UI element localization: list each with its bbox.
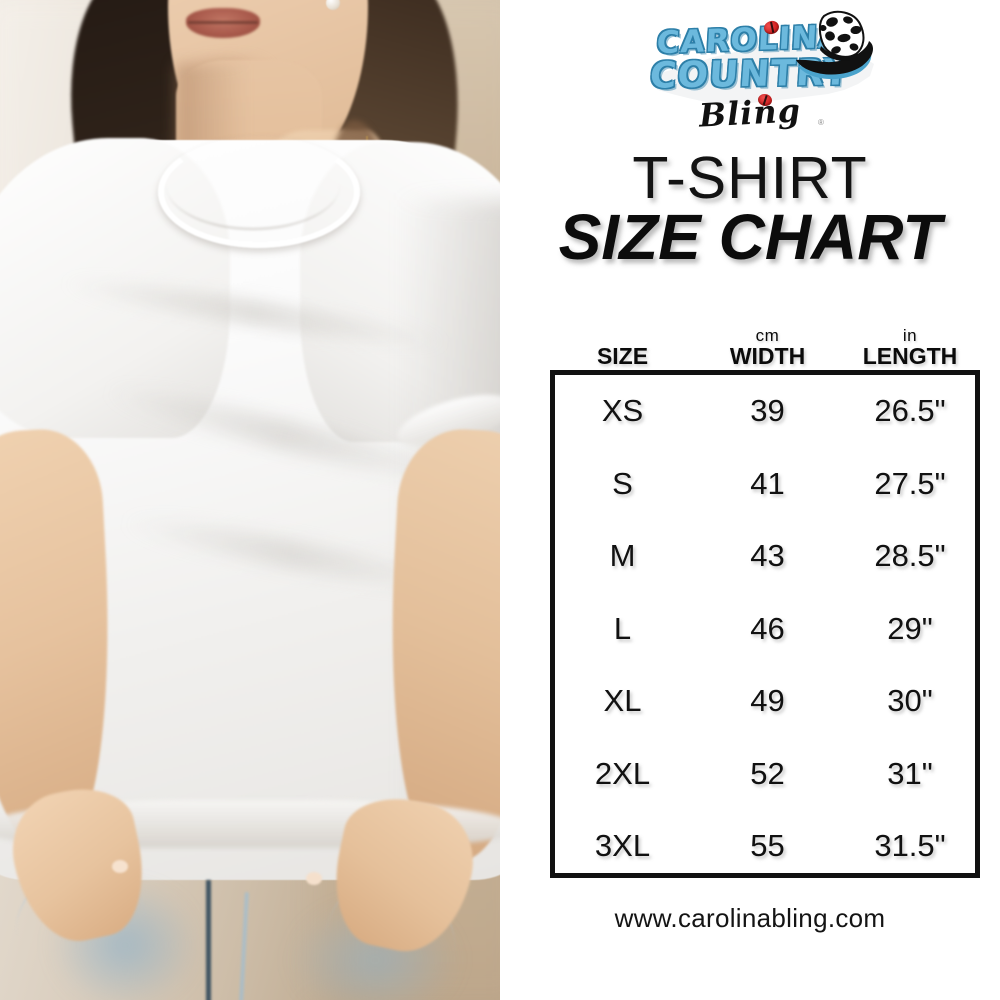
cell-width: 46: [750, 610, 785, 646]
column-unit-length: in: [902, 326, 918, 345]
size-chart-table: SIZE cm WIDTH in LENGTH XS 39 26.5": [550, 318, 980, 878]
product-model-photo: [0, 0, 500, 1000]
table-row: XL 49 30": [555, 665, 975, 738]
table-body-box: XS 39 26.5" S 41 27.5" M 43 28.5" L 46: [550, 370, 980, 878]
table-row: XS 39 26.5": [555, 375, 975, 448]
cell-length: 31.5": [874, 828, 946, 864]
cell-size: XS: [601, 393, 644, 429]
trademark-symbol: ®: [818, 118, 824, 127]
column-label-width: WIDTH: [729, 343, 806, 369]
earring: [326, 0, 340, 10]
cell-size: S: [612, 465, 633, 501]
page-title-line1: T-SHIRT: [632, 145, 868, 211]
column-unit-width: cm: [755, 326, 780, 345]
cell-width: 39: [750, 393, 785, 429]
cell-length: 31": [887, 755, 933, 791]
table-row: L 46 29": [555, 593, 975, 666]
cell-size: M: [609, 538, 636, 574]
column-label-size: SIZE: [596, 343, 649, 369]
cell-width: 52: [750, 755, 785, 791]
fingernail: [306, 872, 322, 885]
column-header-length: in LENGTH: [840, 326, 980, 370]
cell-length: 28.5": [874, 538, 946, 574]
cell-length: 27.5": [874, 465, 946, 501]
cell-width: 49: [750, 683, 785, 719]
cell-size: 2XL: [594, 755, 651, 791]
cell-size: 3XL: [594, 828, 651, 864]
model-lip-line: [188, 21, 258, 24]
table-row: M 43 28.5": [555, 520, 975, 593]
table-row: S 41 27.5": [555, 448, 975, 521]
cell-width: 41: [750, 465, 785, 501]
cell-length: 26.5": [874, 393, 946, 429]
table-row: 2XL 52 31": [555, 738, 975, 811]
table-header-row: SIZE cm WIDTH in LENGTH: [550, 318, 980, 370]
tshirt-collar: [158, 136, 360, 248]
logo-wordmark: CAROLINA COUNTRY Bling: [500, 6, 1000, 142]
cell-width: 43: [750, 538, 785, 574]
jeans-fly-seam: [206, 880, 211, 1000]
cell-length: 30": [887, 683, 933, 719]
tshirt-collar-seam: [166, 140, 340, 230]
cowboy-hat-icon: [796, 10, 874, 80]
table-row: 3XL 55 31.5": [555, 810, 975, 883]
cell-width: 55: [750, 828, 785, 864]
cell-size: XL: [603, 683, 642, 719]
brand-logo: CAROLINA COUNTRY Bling: [500, 6, 1000, 142]
column-header-width: cm WIDTH: [695, 326, 840, 370]
column-header-size: SIZE: [550, 343, 695, 370]
chart-panel: CAROLINA COUNTRY Bling: [500, 0, 1000, 1000]
cell-length: 29": [887, 610, 933, 646]
website-url[interactable]: www.carolinabling.com: [614, 903, 886, 933]
page-title-line2: SIZE CHART: [558, 201, 942, 273]
fingernail: [112, 860, 128, 873]
cell-size: L: [613, 610, 632, 646]
column-label-length: LENGTH: [862, 343, 958, 369]
